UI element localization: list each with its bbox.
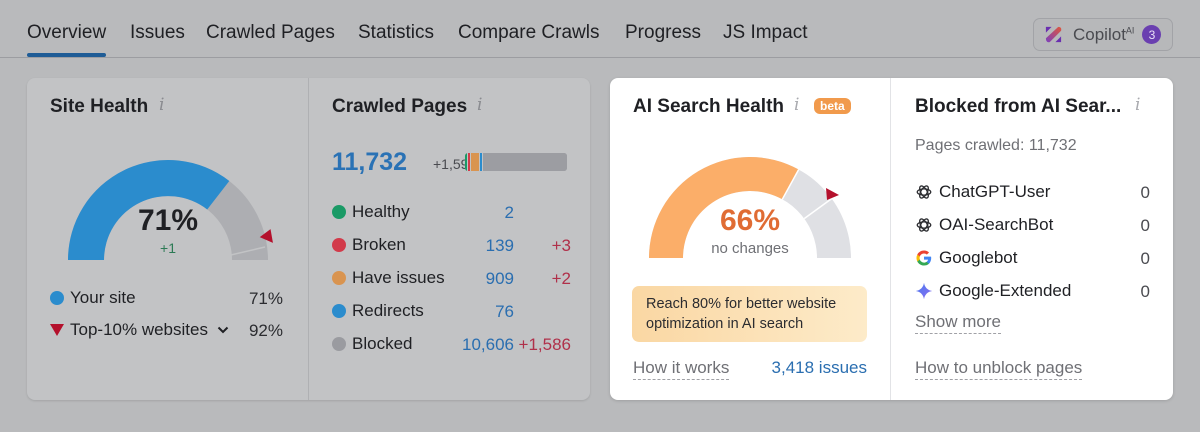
- site-health-value: 71%: [137, 204, 199, 237]
- how-it-works-link[interactable]: How it works: [633, 358, 730, 380]
- show-more-link[interactable]: Show more: [915, 312, 1001, 334]
- crawled-row-blocked: Blocked: [332, 334, 412, 354]
- legend-label: Top-10% websites: [70, 320, 208, 339]
- blocked-change: +1,586: [518, 335, 571, 354]
- crawled-pages-title: Crawled Pages: [332, 96, 468, 117]
- crawled-pages-info-icon[interactable]: i: [477, 95, 483, 115]
- google-icon: [916, 250, 932, 266]
- legend-top-10-websites[interactable]: Top-10% websites: [50, 320, 229, 340]
- row-label: Broken: [352, 235, 406, 254]
- top-10-value: 92%: [248, 321, 283, 340]
- crawled-row-have-issues: Have issues: [332, 268, 445, 288]
- chevron-down-icon[interactable]: [217, 326, 229, 334]
- openai-icon: [916, 185, 932, 199]
- pages-crawled-label: Pages crawled: 11,732: [915, 137, 1077, 154]
- ai-issues-link[interactable]: 3,418 issues: [771, 358, 867, 377]
- tab-js-impact[interactable]: JS Impact: [723, 22, 808, 43]
- row-label: Have issues: [352, 268, 445, 287]
- bot-name: ChatGPT-User: [939, 182, 1051, 201]
- legend-your-site: Your site: [50, 288, 136, 308]
- tab-overview[interactable]: Overview: [27, 22, 107, 57]
- crawled-pages-total[interactable]: 11,732: [332, 148, 408, 176]
- have-issues-value[interactable]: 909: [485, 269, 514, 288]
- site-health-gauge: [68, 160, 273, 260]
- tab-compare-crawls[interactable]: Compare Crawls: [458, 22, 600, 43]
- bot-name: Google-Extended: [939, 281, 1072, 300]
- copilot-label: CopilotAI: [1073, 24, 1135, 44]
- blocked-value[interactable]: 10,606: [462, 335, 514, 354]
- gemini-icon: [915, 282, 933, 300]
- ai-search-health-value: 66%: [719, 204, 781, 237]
- ai-search-card: AI Search Health i beta 66% no changes R…: [610, 78, 1173, 400]
- card-divider: [890, 78, 891, 400]
- row-label: Healthy: [352, 202, 410, 221]
- have-issues-dot-icon: [332, 271, 346, 285]
- oai-searchbot-value: 0: [1140, 216, 1150, 235]
- bot-row-oai-searchbot: OAI-SearchBot: [915, 215, 1053, 235]
- your-site-value: 71%: [248, 289, 283, 308]
- tab-statistics[interactable]: Statistics: [358, 22, 435, 43]
- tab-progress[interactable]: Progress: [625, 22, 702, 43]
- legend-label: Your site: [70, 288, 136, 307]
- beta-badge: beta: [814, 98, 851, 114]
- bot-row-chatgpt-user: ChatGPT-User: [915, 182, 1050, 202]
- broken-change: +3: [551, 236, 571, 255]
- card-divider: [308, 78, 309, 400]
- chatgpt-user-value: 0: [1140, 183, 1150, 202]
- googlebot-value: 0: [1140, 249, 1150, 268]
- redirects-value[interactable]: 76: [495, 302, 514, 321]
- copilot-button[interactable]: CopilotAI 3: [1033, 18, 1173, 51]
- site-health-info-icon[interactable]: i: [159, 95, 165, 115]
- triangle-down-icon: [50, 324, 64, 336]
- healthy-value[interactable]: 2: [504, 203, 514, 222]
- tab-crawled-pages[interactable]: Crawled Pages: [206, 22, 335, 43]
- broken-dot-icon: [332, 238, 346, 252]
- healthy-dot-icon: [332, 205, 346, 219]
- crawled-pages-distribution-bar: [465, 153, 567, 171]
- crawled-row-broken: Broken: [332, 235, 406, 255]
- bot-name: Googlebot: [939, 248, 1018, 267]
- site-health-title: Site Health: [50, 96, 149, 117]
- ai-search-health-change: no changes: [711, 240, 789, 257]
- tab-issues[interactable]: Issues: [130, 22, 185, 43]
- row-label: Blocked: [352, 334, 413, 353]
- row-label: Redirects: [352, 301, 424, 320]
- ai-search-health-info-icon[interactable]: i: [794, 95, 800, 115]
- site-health-change: +1: [160, 240, 176, 256]
- tab-bar: Overview Issues Crawled Pages Statistics…: [0, 0, 1200, 58]
- bot-row-googlebot: Googlebot: [915, 248, 1017, 268]
- have-issues-change: +2: [551, 269, 571, 288]
- blocked-from-ai-title: Blocked from AI Sear...: [915, 96, 1122, 117]
- openai-icon: [916, 218, 932, 232]
- site-health-crawled-pages-card: Site Health i 71% +1 Your site 71% Top-1…: [27, 78, 590, 400]
- how-to-unblock-link[interactable]: How to unblock pages: [915, 358, 1083, 380]
- ai-search-health-gauge: [649, 156, 851, 258]
- copilot-logo-icon: [1045, 26, 1062, 43]
- blocked-dot-icon: [332, 337, 346, 351]
- ai-search-health-title: AI Search Health: [633, 96, 784, 117]
- bot-name: OAI-SearchBot: [939, 215, 1054, 234]
- copilot-count-badge: 3: [1142, 25, 1162, 44]
- google-extended-value: 0: [1140, 282, 1150, 301]
- your-site-dot-icon: [50, 291, 64, 305]
- crawled-row-redirects: Redirects: [332, 301, 424, 321]
- blocked-from-ai-info-icon[interactable]: i: [1135, 95, 1141, 115]
- broken-value[interactable]: 139: [485, 236, 514, 255]
- crawled-row-healthy: Healthy: [332, 202, 410, 222]
- redirects-dot-icon: [332, 304, 346, 318]
- ai-search-hint: Reach 80% for better website optimizatio…: [632, 286, 867, 342]
- bot-row-google-extended: Google-Extended: [915, 281, 1071, 301]
